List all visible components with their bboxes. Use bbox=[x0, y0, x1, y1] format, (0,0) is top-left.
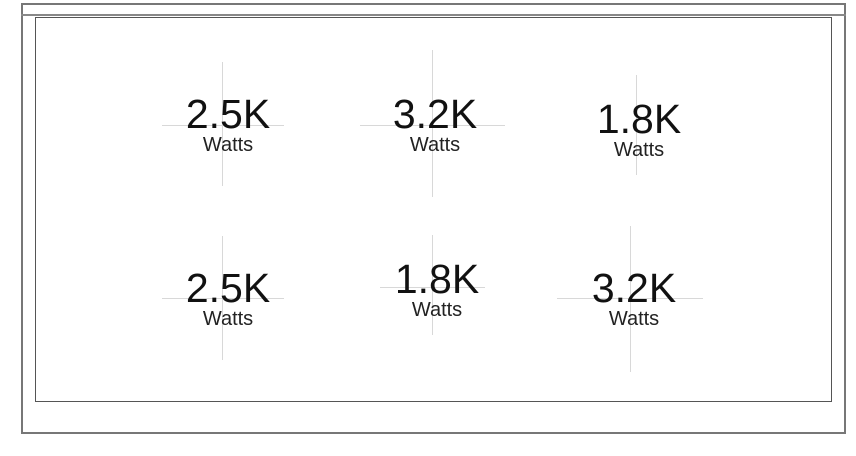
power-unit: Watts bbox=[202, 308, 254, 330]
title-bar-divider bbox=[21, 14, 846, 16]
guide-line bbox=[432, 235, 433, 335]
power-value: 1.8K bbox=[394, 256, 480, 302]
guide-line bbox=[222, 236, 223, 360]
power-unit: Watts bbox=[608, 308, 660, 330]
guide-line bbox=[222, 62, 223, 186]
power-value: 3.2K bbox=[591, 265, 677, 311]
guide-line bbox=[630, 226, 631, 372]
power-widget[interactable]: 1.8K Watts bbox=[559, 98, 719, 160]
power-value: 3.2K bbox=[392, 91, 478, 137]
guide-line bbox=[432, 50, 433, 197]
power-unit: Watts bbox=[411, 299, 463, 321]
power-widget[interactable]: 2.5K Watts bbox=[148, 93, 308, 155]
dashboard-panel bbox=[35, 17, 832, 402]
power-unit: Watts bbox=[613, 139, 665, 161]
power-widget[interactable]: 1.8K Watts bbox=[357, 258, 517, 320]
power-unit: Watts bbox=[409, 134, 461, 156]
window-frame bbox=[21, 3, 846, 434]
power-widget[interactable]: 3.2K Watts bbox=[355, 93, 515, 155]
power-widget[interactable]: 3.2K Watts bbox=[554, 267, 714, 329]
guide-line bbox=[636, 75, 637, 175]
power-value: 2.5K bbox=[185, 91, 271, 137]
power-unit: Watts bbox=[202, 134, 254, 156]
power-value: 1.8K bbox=[596, 96, 682, 142]
guide-line bbox=[162, 298, 284, 299]
power-widget[interactable]: 2.5K Watts bbox=[148, 267, 308, 329]
guide-line bbox=[162, 125, 284, 126]
power-value: 2.5K bbox=[185, 265, 271, 311]
